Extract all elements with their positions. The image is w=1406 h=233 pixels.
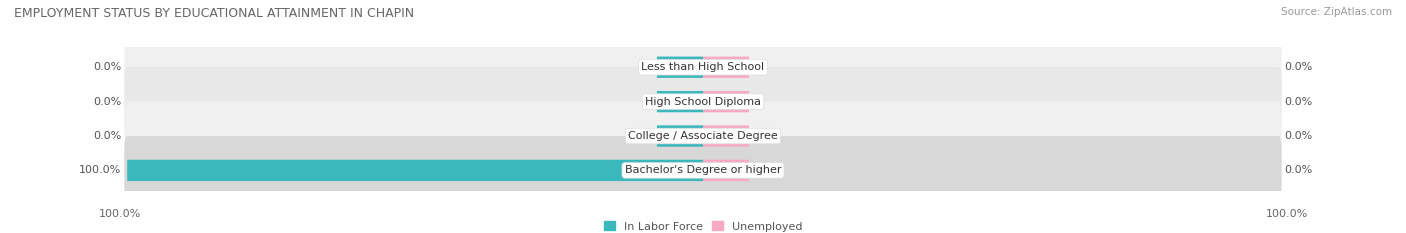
Text: 0.0%: 0.0% [93, 62, 121, 72]
Legend: In Labor Force, Unemployed: In Labor Force, Unemployed [599, 217, 807, 233]
FancyBboxPatch shape [124, 33, 1282, 102]
Text: Bachelor's Degree or higher: Bachelor's Degree or higher [624, 165, 782, 175]
Text: 0.0%: 0.0% [93, 97, 121, 107]
FancyBboxPatch shape [657, 57, 703, 78]
Text: Less than High School: Less than High School [641, 62, 765, 72]
FancyBboxPatch shape [657, 91, 703, 112]
Text: College / Associate Degree: College / Associate Degree [628, 131, 778, 141]
FancyBboxPatch shape [124, 102, 1282, 170]
Text: Source: ZipAtlas.com: Source: ZipAtlas.com [1281, 7, 1392, 17]
Text: 100.0%: 100.0% [1265, 209, 1308, 219]
FancyBboxPatch shape [703, 125, 749, 147]
Text: High School Diploma: High School Diploma [645, 97, 761, 107]
FancyBboxPatch shape [703, 160, 749, 181]
Text: 0.0%: 0.0% [1285, 131, 1313, 141]
Text: 100.0%: 100.0% [98, 209, 141, 219]
Text: 0.0%: 0.0% [1285, 97, 1313, 107]
FancyBboxPatch shape [703, 91, 749, 112]
FancyBboxPatch shape [703, 57, 749, 78]
FancyBboxPatch shape [657, 125, 703, 147]
FancyBboxPatch shape [124, 136, 1282, 205]
Text: 0.0%: 0.0% [93, 131, 121, 141]
Text: EMPLOYMENT STATUS BY EDUCATIONAL ATTAINMENT IN CHAPIN: EMPLOYMENT STATUS BY EDUCATIONAL ATTAINM… [14, 7, 415, 20]
Text: 0.0%: 0.0% [1285, 62, 1313, 72]
FancyBboxPatch shape [124, 67, 1282, 136]
FancyBboxPatch shape [127, 160, 703, 181]
Text: 100.0%: 100.0% [79, 165, 121, 175]
Text: 0.0%: 0.0% [1285, 165, 1313, 175]
